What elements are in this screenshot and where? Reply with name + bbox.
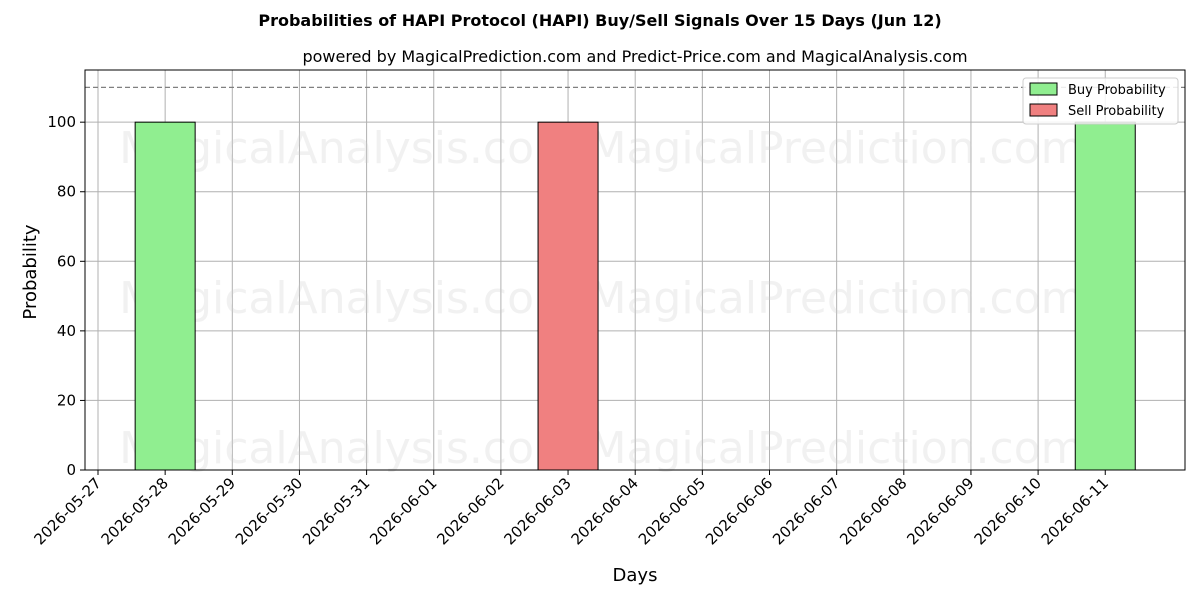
x-tick-label: 2026-06-08 xyxy=(836,474,910,548)
x-tick-label: 2026-05-28 xyxy=(98,474,172,548)
x-tick-label: 2026-05-29 xyxy=(165,474,239,548)
x-tick-label: 2026-06-09 xyxy=(903,474,977,548)
watermark-text: MagicalPrediction.com xyxy=(589,273,1084,324)
y-tick-label: 100 xyxy=(47,113,76,131)
bars xyxy=(134,121,1136,471)
chart-title: Probabilities of HAPI Protocol (HAPI) Bu… xyxy=(258,11,941,30)
watermark-text: MagicalPrediction.com xyxy=(589,123,1084,174)
legend-label-buy: Buy Probability xyxy=(1068,83,1166,98)
legend-swatch-buy xyxy=(1029,82,1058,96)
legend-box xyxy=(1022,77,1179,125)
x-axis-label: Days xyxy=(613,565,658,586)
x-tick-label: 2026-06-05 xyxy=(635,474,709,548)
x-tick-label: 2026-06-11 xyxy=(1038,474,1112,548)
y-tick-label: 60 xyxy=(57,252,76,270)
x-tick-label: 2026-06-04 xyxy=(568,474,642,548)
x-tick-label: 2026-06-03 xyxy=(500,474,574,548)
y-tick-label: 40 xyxy=(57,322,76,340)
legend-label-sell: Sell Probability xyxy=(1068,104,1165,119)
x-tick-label: 2026-06-07 xyxy=(769,474,843,548)
chart-subtitle: powered by MagicalPrediction.com and Pre… xyxy=(302,47,967,66)
buy-bar xyxy=(134,121,196,471)
x-tick-label: 2026-06-01 xyxy=(366,474,440,548)
y-tick-label: 20 xyxy=(57,391,76,409)
x-tick-label: 2026-05-31 xyxy=(299,474,373,548)
legend: Buy Probability Sell Probability xyxy=(1022,77,1179,125)
x-tick-label: 2026-06-06 xyxy=(702,474,776,548)
y-axis-label: Probability xyxy=(20,224,41,319)
x-tick-label: 2026-06-10 xyxy=(971,474,1045,548)
watermark-text: MagicalPrediction.com xyxy=(589,423,1084,474)
y-tick-label: 0 xyxy=(66,461,76,479)
watermarks: MagicalAnalysis.com MagicalPrediction.com… xyxy=(119,123,1083,474)
legend-swatch-sell xyxy=(1029,103,1058,117)
x-tick-label: 2026-06-02 xyxy=(433,474,507,548)
y-tick-label: 80 xyxy=(57,183,76,201)
x-tick-label: 2026-05-30 xyxy=(232,474,306,548)
sell-bar xyxy=(537,121,599,471)
x-tick-label: 2026-05-27 xyxy=(30,474,104,548)
buy-bar xyxy=(1074,121,1136,471)
